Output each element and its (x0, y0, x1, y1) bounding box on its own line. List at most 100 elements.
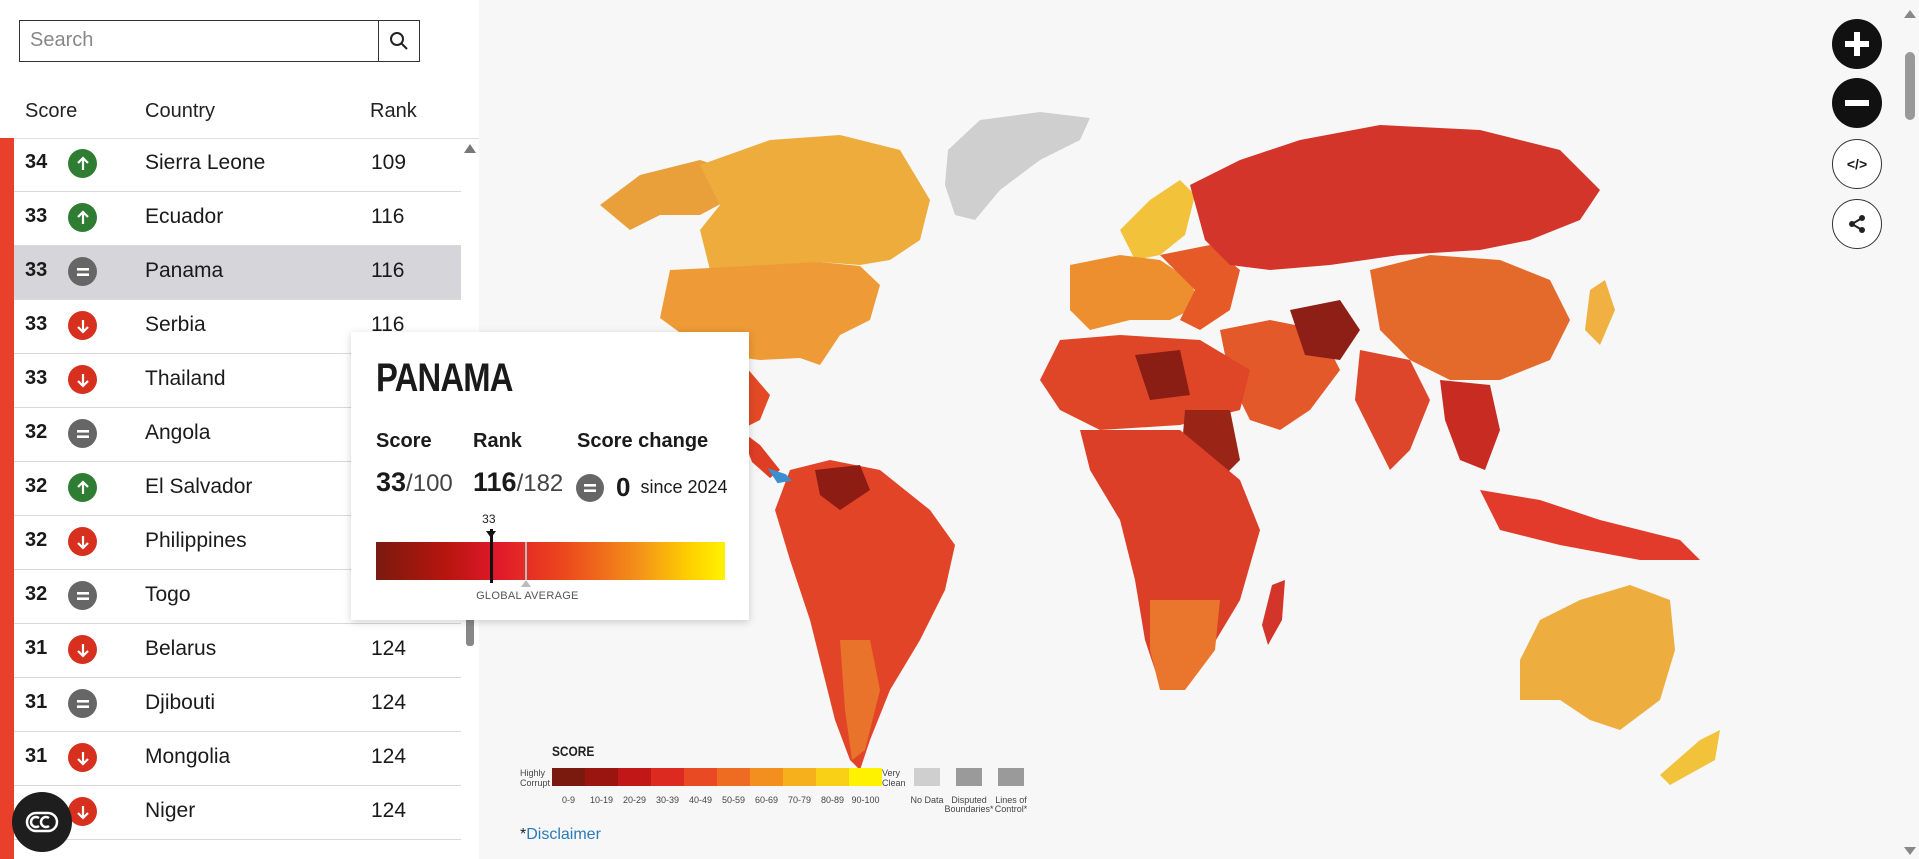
embed-button[interactable]: </> (1832, 139, 1882, 189)
row-score: 31 (25, 745, 48, 767)
page-scroll-up-icon[interactable] (1904, 10, 1916, 18)
libya-region[interactable] (1135, 350, 1190, 400)
row-score: 32 (25, 583, 48, 605)
disclaimer-link[interactable]: Disclaimer (526, 826, 601, 843)
legend-bin-label: 60-69 (754, 795, 779, 805)
table-header: Score Country Rank (0, 98, 479, 139)
indonesia-region[interactable] (1480, 490, 1700, 560)
table-row[interactable]: 33 Serbia 116 (14, 300, 461, 354)
central-america-region[interactable] (740, 430, 780, 478)
row-country: Sierra Leone (145, 151, 266, 174)
code-icon: </> (1846, 156, 1868, 172)
legend-bin-swatch (816, 768, 849, 786)
arrow-down-icon (68, 635, 97, 664)
legend-bin-label: 10-19 (589, 795, 614, 805)
disclaimer-asterisk: * (520, 826, 527, 843)
page-scrollbar[interactable] (1905, 52, 1915, 120)
search-input[interactable] (20, 21, 380, 59)
search-box[interactable] (19, 20, 380, 62)
tooltip-country-name: PANAMA (376, 356, 513, 400)
alaska-region[interactable] (600, 160, 730, 230)
country-column-header[interactable]: Country (145, 100, 216, 122)
plus-icon (1845, 32, 1869, 56)
tooltip-score-label: Score (376, 430, 432, 452)
panama-highlight[interactable] (767, 468, 793, 484)
row-score: 33 (25, 259, 48, 281)
equal-icon (68, 689, 97, 718)
canada-region[interactable] (700, 135, 930, 270)
legend-extra-swatch (914, 768, 940, 786)
zoom-in-button[interactable] (1832, 19, 1882, 69)
madagascar-region[interactable] (1262, 580, 1285, 645)
global-average-marker (525, 542, 528, 580)
legend-extra-swatch (998, 768, 1024, 786)
equal-icon (576, 473, 604, 502)
row-country: Thailand (145, 367, 226, 390)
page-scroll-down-icon[interactable] (1904, 847, 1916, 855)
arrow-up-icon (68, 473, 97, 502)
tooltip-change-since: since 2024 (640, 477, 728, 497)
row-rank: 109 (371, 151, 407, 174)
row-country: Mongolia (145, 745, 231, 768)
tooltip-marker-label: 33 (482, 512, 496, 526)
russia-region[interactable] (1190, 125, 1600, 270)
south-america-region[interactable] (775, 460, 955, 770)
row-rank: 116 (371, 259, 405, 282)
south-africa-region[interactable] (1150, 600, 1220, 690)
australia-region[interactable] (1520, 585, 1675, 730)
share-button[interactable] (1832, 199, 1882, 249)
row-country: Serbia (145, 313, 206, 336)
row-score: 31 (25, 637, 48, 659)
table-row[interactable]: 34 Sierra Leone 109 (14, 138, 461, 192)
accessibility-button[interactable] (12, 792, 72, 852)
table-row[interactable]: 31Niger124 (14, 786, 461, 840)
country-list[interactable]: 34 Sierra Leone 109 33 Ecuador 116 33 Panama 116… (0, 138, 461, 859)
row-rank: 124 (371, 799, 407, 822)
scandinavia-region[interactable] (1120, 180, 1195, 260)
search-button[interactable] (378, 20, 420, 62)
row-score: 32 (25, 421, 48, 443)
row-rank: 116 (371, 313, 405, 336)
eastern-europe-region[interactable] (1160, 245, 1240, 330)
table-row[interactable]: 33 Ecuador 116 (14, 192, 461, 246)
western-europe-region[interactable] (1070, 255, 1200, 330)
tooltip-rank-value: 116/182 (473, 467, 563, 498)
row-country: Panama (145, 259, 224, 282)
row-country: Djibouti (145, 691, 216, 714)
table-row[interactable]: 31 Djibouti 124 (14, 678, 461, 732)
southeast-asia-region[interactable] (1440, 380, 1500, 470)
japan-region[interactable] (1585, 280, 1615, 345)
list-scroll-up-icon[interactable] (464, 144, 476, 153)
legend-bin-label: 20-29 (622, 795, 647, 805)
arrow-up-icon (68, 149, 97, 178)
zoom-out-button[interactable] (1832, 78, 1882, 128)
global-average-pointer (521, 580, 532, 587)
row-rank: 124 (371, 745, 407, 768)
greenland-region[interactable] (945, 112, 1090, 220)
row-country: Ecuador (145, 205, 224, 228)
table-row[interactable]: 31 Belarus 124 (14, 624, 461, 678)
argentina-region[interactable] (840, 640, 880, 760)
disclaimer: *Disclaimer (520, 826, 601, 844)
world-map[interactable] (479, 0, 1919, 859)
tooltip-change-value: 0 (616, 472, 631, 502)
tooltip-change-label: Score change (577, 430, 709, 452)
table-row[interactable]: 31 Mongolia 124 (14, 732, 461, 786)
row-score: 31 (25, 691, 48, 713)
row-rank: 116 (371, 205, 405, 228)
legend-bin-swatch (552, 768, 585, 786)
tooltip-score-number: 33 (376, 467, 407, 497)
table-row[interactable]: 33 Panama 116 (14, 246, 461, 300)
afghanistan-region[interactable] (1290, 300, 1360, 360)
new-zealand-region[interactable] (1660, 730, 1720, 785)
equal-icon (68, 581, 97, 610)
arrow-down-icon (68, 743, 97, 772)
legend-bin-swatch (651, 768, 684, 786)
row-country: Belarus (145, 637, 217, 660)
india-region[interactable] (1355, 350, 1430, 470)
venezuela-region[interactable] (815, 465, 870, 510)
rank-column-header[interactable]: Rank (370, 100, 417, 122)
score-column-header[interactable]: Score (25, 100, 78, 122)
legend-extra-label: No Data (910, 795, 944, 805)
china-region[interactable] (1370, 255, 1570, 380)
